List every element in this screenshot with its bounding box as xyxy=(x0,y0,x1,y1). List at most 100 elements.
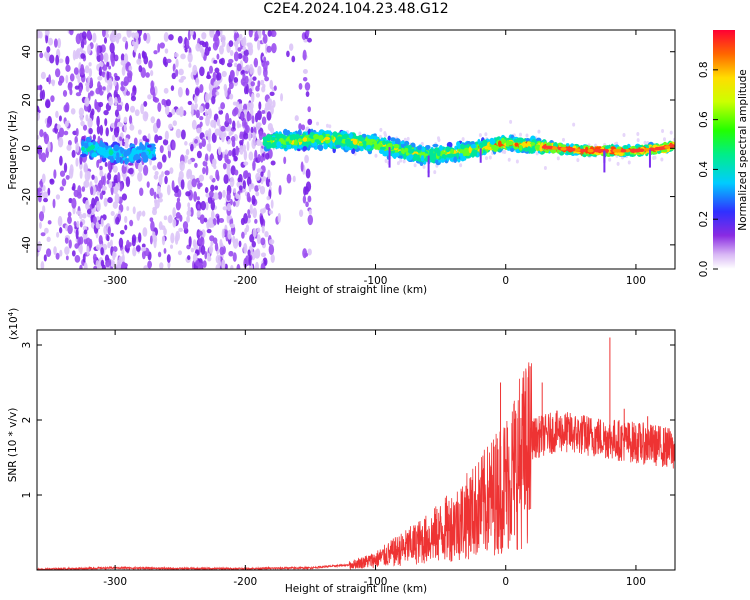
spectrogram-cell xyxy=(340,130,347,135)
spectrogram-cell xyxy=(59,186,64,191)
spectrogram-cell xyxy=(81,135,86,140)
spectrogram-cell xyxy=(103,52,109,63)
spectrogram-cell xyxy=(408,144,412,149)
spectrogram-peak xyxy=(580,148,587,153)
spectrogram-cell xyxy=(247,214,251,219)
spectrogram-cell xyxy=(41,173,46,184)
spectrogram-cell xyxy=(302,49,307,61)
spectrogram-cell xyxy=(114,54,119,60)
spectrogram-cell xyxy=(37,135,40,140)
spectrogram-cell xyxy=(75,33,82,45)
spectrogram-cell xyxy=(219,246,225,256)
spectrogram-cell xyxy=(43,254,47,262)
spectrogram-x-tick-label: -200 xyxy=(233,275,257,287)
spectrogram-cell xyxy=(242,103,248,111)
spectrogram-cell xyxy=(115,156,121,164)
spectrogram-cell xyxy=(281,144,287,149)
spectrogram-cell xyxy=(67,216,72,225)
spectrogram-cell xyxy=(113,89,118,100)
spectrogram-cell xyxy=(257,39,261,51)
spectrogram-cell xyxy=(169,244,174,249)
spectrogram-cell xyxy=(120,53,125,62)
spectrogram-cell xyxy=(80,153,87,158)
spectrogram-cell xyxy=(206,74,212,80)
spectrogram-cell xyxy=(40,71,46,80)
spectrogram-cell xyxy=(255,191,260,197)
colorbar-tick-label: 0.6 xyxy=(698,111,710,128)
spectrogram-cell xyxy=(230,135,236,143)
spectrogram-cell xyxy=(188,62,192,68)
snr-x-tick-label: 100 xyxy=(626,576,646,588)
spectrogram-cell xyxy=(239,139,244,146)
spectrogram-y-tick-label: -20 xyxy=(21,188,33,205)
spectrogram-cell xyxy=(412,153,419,160)
spectrogram-cell xyxy=(109,32,116,43)
spectrogram-cell xyxy=(195,77,200,86)
spectrogram-cell xyxy=(55,194,61,200)
spectrogram-cell xyxy=(175,230,181,242)
spectrogram-cell xyxy=(120,85,125,92)
spectrogram-cell xyxy=(249,204,253,215)
spectrogram-cell xyxy=(164,105,170,116)
spectrogram-cell xyxy=(257,30,262,36)
spectrogram-cell xyxy=(351,148,356,155)
spectrogram-cell xyxy=(110,211,115,217)
spectrogram-cell xyxy=(56,231,60,238)
spectrogram-cell xyxy=(243,132,249,140)
spectrogram-cell xyxy=(150,69,154,77)
spectrogram-cell xyxy=(114,109,119,118)
spectrogram-cell xyxy=(49,54,55,64)
spectrogram-cell xyxy=(64,120,69,128)
spectrogram-cell xyxy=(109,239,113,247)
spectrogram-cell xyxy=(337,136,343,143)
spectrogram-cell xyxy=(114,75,121,81)
spectrogram-cell xyxy=(256,139,262,147)
spectrogram-cell xyxy=(130,95,137,102)
spectrogram-cell xyxy=(244,227,248,236)
spectrogram-cell xyxy=(135,245,141,252)
spectrogram-cell xyxy=(164,130,169,141)
spectrogram-cell xyxy=(228,40,234,47)
spectrogram-cell xyxy=(71,186,75,191)
spectrogram-cell xyxy=(269,181,273,187)
spectrogram-cell xyxy=(137,171,143,182)
spectrogram-cell xyxy=(242,180,247,190)
spectrogram-cell xyxy=(213,164,217,170)
spectrogram-cell xyxy=(68,239,72,249)
spectrogram-cell xyxy=(123,53,129,64)
spectrogram-cell xyxy=(206,228,212,234)
spectrogram-cell xyxy=(67,224,73,235)
spectrogram-cell xyxy=(292,175,296,183)
spectrogram-cell xyxy=(119,230,125,235)
spectrogram-cell xyxy=(441,158,445,163)
spectrogram-cell xyxy=(307,37,312,43)
colorbar-ticks: 0.0 0.2 0.4 0.6 0.8 xyxy=(698,61,718,277)
spectrogram-cell xyxy=(636,131,640,136)
spectrogram-cell xyxy=(101,185,107,191)
spectrogram-cell xyxy=(223,174,229,185)
spectrogram-cell xyxy=(213,80,219,88)
spectrogram-cell xyxy=(283,156,287,165)
spectrogram-cell xyxy=(304,252,309,257)
spectrogram-cell xyxy=(216,174,220,182)
snr-y-tick-label: 2 xyxy=(21,417,33,424)
colorbar-tick-label: 0.4 xyxy=(698,161,710,178)
spectrogram-cell xyxy=(107,226,111,236)
spectrogram-y-tick-label: 0 xyxy=(21,145,33,152)
spectrogram-peak xyxy=(635,148,642,153)
spectrogram-cell xyxy=(484,145,489,150)
spectrogram-cell xyxy=(47,141,51,153)
spectrogram-cell xyxy=(153,174,159,180)
spectrogram-cell xyxy=(198,239,202,245)
spectrogram-cell xyxy=(140,247,147,252)
spectrogram-cell xyxy=(201,47,205,58)
spectrogram-cell xyxy=(74,136,78,145)
spectrogram-cell xyxy=(88,127,93,135)
spectrogram-cell xyxy=(98,101,104,108)
spectrogram-cell xyxy=(382,140,386,146)
spectrogram-cell xyxy=(81,140,85,147)
spectrogram-cell xyxy=(207,108,212,116)
spectrogram-cell xyxy=(270,254,275,263)
spectrogram-cell xyxy=(429,148,434,156)
spectrogram-cell xyxy=(83,262,88,269)
